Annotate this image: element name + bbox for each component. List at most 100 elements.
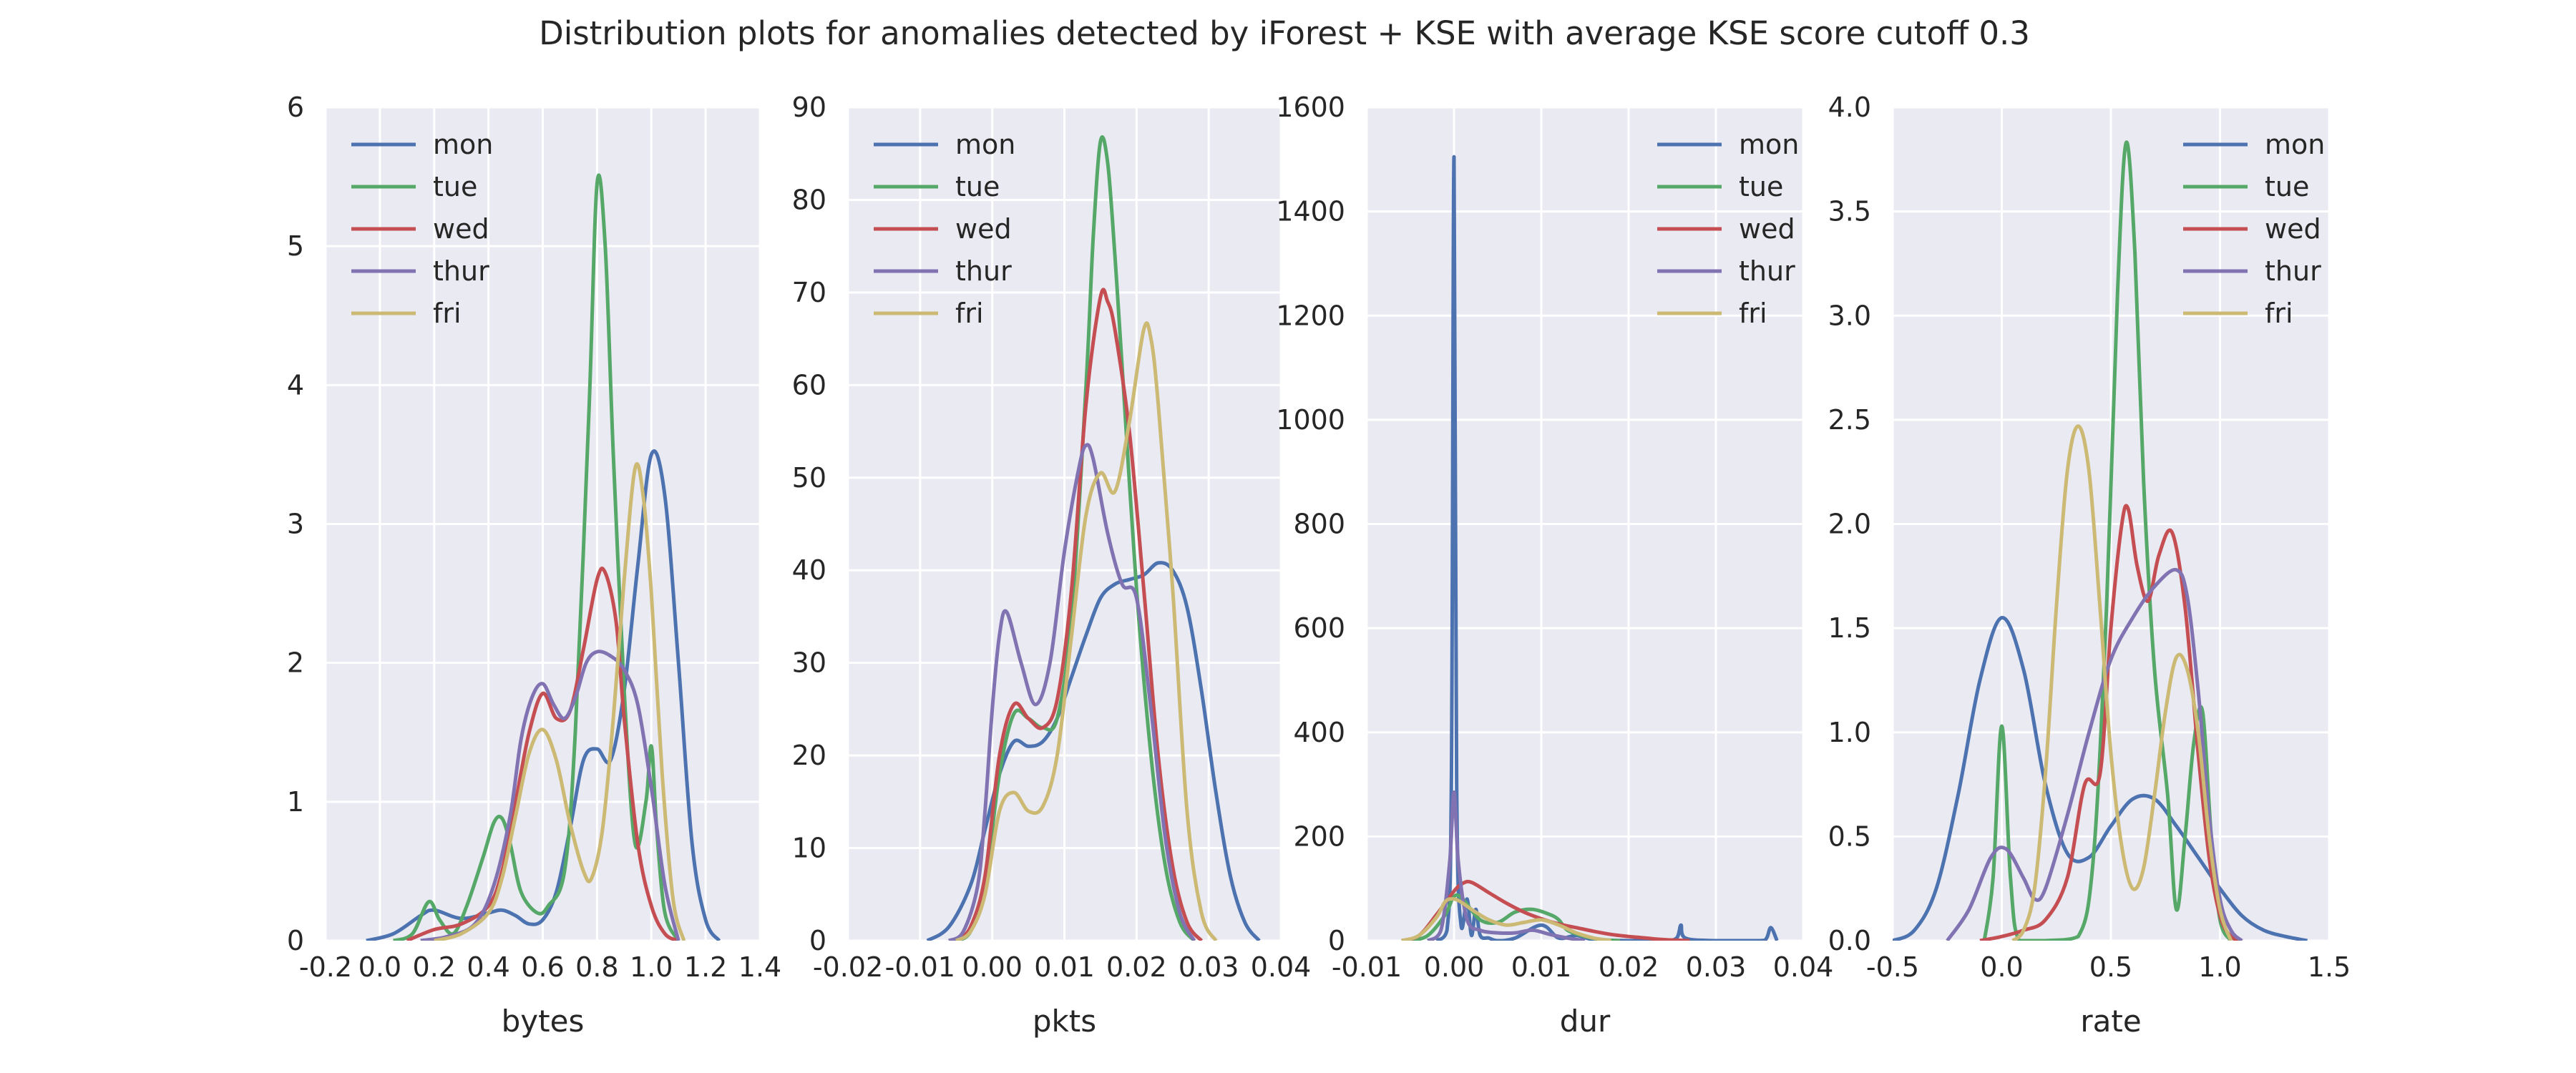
y-tick-label: 3.0 [1828, 300, 1871, 331]
legend-label-wed: wed [433, 213, 489, 245]
series-line-fri [955, 321, 1218, 941]
y-tick-label: 10 [792, 833, 826, 864]
x-axis-label: rate [2080, 1004, 2141, 1039]
y-tick-label: 3.5 [1828, 196, 1871, 227]
x-tick-label: 0.8 [575, 951, 618, 983]
y-tick-label: 400 [1293, 717, 1345, 748]
y-tick-label: 2.0 [1828, 509, 1871, 540]
series-line-wed [406, 567, 680, 941]
subplot-bytes: -0.2 0.0 0.2 0.4 0.6 0.8 1.0 1.2 1.4 0 1 2 3 4 5 6 bytes… [287, 92, 781, 1039]
x-tick-label: 0.01 [1034, 951, 1095, 983]
y-tick-label: 2 [287, 647, 304, 679]
series-line-mon [1893, 616, 2308, 941]
x-tick-label: 1.4 [738, 951, 781, 983]
series-line-thur [947, 443, 1196, 941]
x-tick-label: -0.01 [1332, 951, 1402, 983]
x-axis-label: bytes [502, 1004, 585, 1039]
y-tick-label: 40 [792, 554, 826, 586]
x-tick-label: 0.04 [1773, 951, 1834, 983]
legend-label-fri: fri [955, 298, 984, 329]
legend-label-mon: mon [433, 129, 493, 160]
y-tick-label: 90 [792, 92, 826, 123]
legend-label-tue: tue [1739, 171, 1783, 202]
y-tick-label: 0.5 [1828, 820, 1871, 852]
x-tick-label: -0.5 [1866, 951, 1919, 983]
legend-label-mon: mon [955, 129, 1015, 160]
legend-label-thur: thur [433, 255, 489, 287]
legend-label-wed: wed [1739, 213, 1795, 245]
x-tick-label: 0.0 [358, 951, 401, 983]
y-tick-label: 6 [287, 92, 304, 123]
y-tick-label: 600 [1293, 612, 1345, 644]
subplot-pkts: -0.02 -0.01 0.00 0.01 0.02 0.03 0.04 0 10 20 30 40 5… [792, 92, 1312, 1039]
x-tick-label: -0.2 [299, 951, 352, 983]
y-tick-label: 800 [1293, 509, 1345, 540]
x-tick-label: -0.02 [813, 951, 883, 983]
y-tick-label: 1.5 [1828, 612, 1871, 644]
y-tick-label: 1400 [1276, 196, 1345, 227]
y-tick-label: 200 [1293, 820, 1345, 852]
y-tick-label: 0.0 [1828, 925, 1871, 956]
x-tick-label: 0.4 [467, 951, 509, 983]
x-tick-label: 0.6 [521, 951, 564, 983]
y-tick-label: 1600 [1276, 92, 1345, 123]
subplot-dur: -0.01 0.00 0.01 0.02 0.03 0.04 0 200 400 600 800 10… [1276, 92, 1833, 1039]
x-tick-label: 0.0 [1980, 951, 2023, 983]
legend-label-mon: mon [1739, 129, 1799, 160]
y-tick-label: 0 [809, 925, 826, 956]
y-tick-label: 70 [792, 277, 826, 308]
legend-label-tue: tue [955, 171, 1000, 202]
subplot-rate: -0.5 0.0 0.5 1.0 1.50.00.51.01.52.02.53.03.5… [1828, 92, 2351, 1039]
series-line-tue [955, 135, 1196, 941]
x-tick-label: 1.2 [684, 951, 727, 983]
series-line-fri [434, 462, 686, 941]
y-tick-label: 0 [287, 925, 304, 956]
y-tick-label: 1 [287, 786, 304, 818]
series-line-wed [1401, 879, 1690, 941]
x-tick-label: 0.00 [962, 951, 1023, 983]
y-tick-label: 1000 [1276, 404, 1345, 436]
x-tick-label: -0.01 [885, 951, 955, 983]
series-line-tue [392, 173, 680, 941]
x-axis-label: dur [1560, 1004, 1611, 1039]
legend-label-mon: mon [2265, 129, 2325, 160]
y-tick-label: 20 [792, 740, 826, 771]
series-group [926, 135, 1261, 941]
legend-label-fri: fri [2265, 298, 2293, 329]
series-line-mon [366, 449, 721, 941]
legend-label-tue: tue [2265, 171, 2309, 202]
series-line-fri [1401, 897, 1611, 941]
legend: mon tue wed thur fri [874, 129, 1015, 329]
y-tick-label: 2.5 [1828, 404, 1871, 436]
series-group [1893, 140, 2308, 941]
y-tick-label: 60 [792, 369, 826, 401]
legend-label-fri: fri [433, 298, 462, 329]
legend-label-wed: wed [2265, 213, 2321, 245]
x-axis-label: pkts [1033, 1004, 1096, 1039]
series-line-wed [1979, 504, 2243, 941]
x-tick-label: 0.02 [1106, 951, 1167, 983]
legend-label-fri: fri [1739, 298, 1767, 329]
legend: mon tue wed thur fri [351, 129, 493, 329]
x-tick-label: 0.03 [1179, 951, 1239, 983]
y-tick-label: 4 [287, 369, 304, 401]
series-line-thur [420, 650, 680, 941]
series-line-mon [1435, 155, 1779, 941]
y-tick-label: 1.0 [1828, 717, 1871, 748]
x-tick-label: 1.0 [2198, 951, 2241, 983]
y-tick-label: 30 [792, 647, 826, 679]
x-tick-label: 1.0 [630, 951, 673, 983]
x-tick-label: 1.5 [2308, 951, 2351, 983]
subplots: -0.2 0.0 0.2 0.4 0.6 0.8 1.0 1.2 1.40123456bytes… [287, 92, 2351, 1039]
legend-label-wed: wed [955, 213, 1012, 245]
series-line-wed [955, 288, 1204, 941]
x-tick-label: 0.04 [1251, 951, 1312, 983]
series-line-thur [1946, 567, 2243, 941]
legend-label-tue: tue [433, 171, 477, 202]
x-tick-label: 0.2 [413, 951, 456, 983]
series-group [1401, 155, 1779, 941]
legend: mon tue wed thur fri [2183, 129, 2325, 329]
y-tick-label: 3 [287, 509, 304, 540]
legend: mon tue wed thur fri [1657, 129, 1799, 329]
